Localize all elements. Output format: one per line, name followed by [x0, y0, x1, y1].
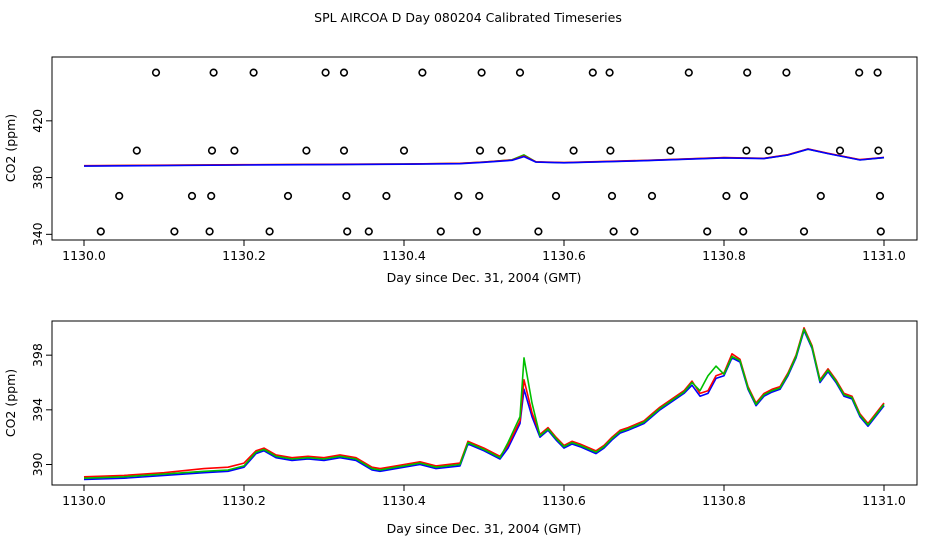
top-y-axis: 340 380 420 — [30, 109, 52, 246]
top-cal-mid-low-point — [607, 191, 617, 201]
top-cal-mid-low-point — [475, 191, 484, 201]
top-cal-high-point — [321, 68, 330, 77]
top-x-tick-label: 1130.8 — [702, 248, 746, 263]
top-cal-low-point — [436, 227, 445, 236]
top-calibration-points — [96, 68, 885, 236]
top-cal-high-point — [684, 68, 693, 77]
top-cal-mid-high-point — [874, 146, 883, 155]
top-cal-low-point — [609, 227, 618, 236]
top-cal-low-point — [364, 227, 373, 236]
top-cal-low-point — [799, 227, 809, 236]
top-cal-mid-low-point — [187, 191, 197, 201]
bottom-series-red — [83, 326, 885, 478]
top-cal-low-point — [703, 227, 712, 236]
top-cal-high-point — [743, 68, 752, 77]
top-cal-mid-high-point — [497, 146, 506, 155]
top-cal-mid-low-point — [816, 191, 825, 201]
top-cal-mid-high-point — [835, 146, 845, 155]
top-x-tick-label: 1131.0 — [862, 248, 906, 263]
top-cal-mid-low-point — [875, 191, 885, 201]
top-cal-high-point — [855, 68, 864, 77]
top-series-blue — [83, 148, 885, 167]
bottom-x-axis-label: Day since Dec. 31, 2004 (GMT) — [387, 521, 582, 536]
top-cal-low-point — [265, 227, 274, 236]
top-cal-low-point — [472, 227, 481, 236]
top-cal-mid-high-point — [132, 146, 141, 155]
top-panel: 1130.0 1130.2 1130.4 1130.6 1130.8 1131.0 340… — [3, 56, 918, 285]
top-cal-mid-low-point — [382, 191, 391, 201]
top-cal-high-point — [605, 68, 614, 77]
top-cal-high-point — [209, 68, 218, 77]
top-x-axis-label: Day since Dec. 31, 2004 (GMT) — [387, 270, 582, 285]
top-cal-mid-high-point — [230, 146, 239, 155]
top-cal-low-point — [876, 227, 885, 236]
top-y-tick-label: 340 — [30, 222, 45, 246]
top-y-tick-label: 380 — [30, 166, 45, 190]
top-cal-high-point — [249, 68, 258, 77]
bottom-y-axis-label: CO2 (ppm) — [3, 369, 18, 437]
top-x-tick-label: 1130.4 — [382, 248, 426, 263]
top-series-lines — [83, 148, 885, 167]
bottom-x-tick-label: 1130.4 — [382, 493, 426, 508]
top-cal-mid-low-point — [283, 191, 293, 201]
bottom-series-blue — [83, 329, 885, 481]
top-cal-low-point — [534, 227, 543, 236]
top-cal-high-point — [477, 68, 486, 77]
top-cal-mid-high-point — [606, 146, 615, 155]
top-cal-low-point — [170, 227, 179, 236]
top-cal-high-point — [588, 68, 597, 77]
bottom-x-tick-label: 1130.6 — [542, 493, 586, 508]
top-cal-low-point — [630, 227, 639, 236]
top-cal-high-point — [418, 68, 427, 77]
bottom-series-lines — [83, 326, 885, 481]
chart-title: SPL AIRCOA D Day 080204 Calibrated Times… — [314, 10, 622, 25]
top-x-tick-label: 1130.2 — [222, 248, 266, 263]
bottom-x-tick-label: 1130.0 — [62, 493, 106, 508]
top-cal-mid-high-point — [475, 146, 485, 155]
top-cal-mid-low-point — [454, 191, 463, 201]
bottom-y-tick-label: 390 — [30, 453, 45, 477]
bottom-y-tick-label: 398 — [30, 343, 45, 367]
top-cal-mid-low-point — [115, 191, 124, 201]
top-y-tick-label: 420 — [30, 109, 45, 133]
top-cal-mid-low-point — [647, 191, 657, 201]
top-cal-mid-high-point — [207, 146, 217, 155]
top-x-tick-label: 1130.0 — [62, 248, 106, 263]
top-cal-mid-high-point — [764, 146, 773, 155]
top-cal-mid-high-point — [569, 146, 578, 155]
top-cal-mid-high-point — [742, 146, 751, 155]
top-y-axis-label: CO2 (ppm) — [3, 114, 18, 182]
top-cal-low-point — [739, 227, 748, 236]
bottom-x-tick-label: 1131.0 — [862, 493, 906, 508]
top-plot-frame — [51, 56, 918, 241]
top-x-axis: 1130.0 1130.2 1130.4 1130.6 1130.8 1131.0 — [62, 240, 906, 263]
top-cal-high-point — [339, 68, 349, 77]
bottom-x-axis: 1130.0 1130.2 1130.4 1130.6 1130.8 1131.0 — [62, 485, 906, 508]
top-cal-low-point — [343, 227, 352, 236]
top-cal-mid-high-point — [399, 146, 409, 155]
top-cal-mid-high-point — [302, 146, 311, 155]
bottom-panel: 1130.0 1130.2 1130.4 1130.6 1130.8 1131.0 390… — [3, 320, 918, 536]
top-cal-mid-low-point — [207, 191, 216, 201]
top-cal-high-point — [782, 68, 791, 77]
top-cal-low-point — [96, 227, 105, 236]
bottom-x-tick-label: 1130.8 — [702, 493, 746, 508]
top-cal-mid-high-point — [339, 146, 349, 155]
bottom-y-tick-label: 394 — [30, 398, 45, 422]
bottom-plot-frame — [51, 320, 918, 486]
top-cal-mid-low-point — [739, 191, 749, 201]
top-x-tick-label: 1130.6 — [542, 248, 586, 263]
top-cal-mid-low-point — [551, 191, 561, 201]
top-cal-mid-low-point — [342, 191, 351, 201]
top-cal-high-point — [515, 68, 525, 77]
top-cal-mid-high-point — [666, 146, 675, 155]
top-cal-mid-low-point — [722, 191, 731, 201]
bottom-y-axis: 390 394 398 — [30, 343, 52, 476]
bottom-series-green — [83, 328, 885, 479]
bottom-x-tick-label: 1130.2 — [222, 493, 266, 508]
top-cal-high-point — [873, 68, 882, 77]
top-cal-high-point — [151, 68, 161, 77]
top-cal-low-point — [205, 227, 214, 236]
